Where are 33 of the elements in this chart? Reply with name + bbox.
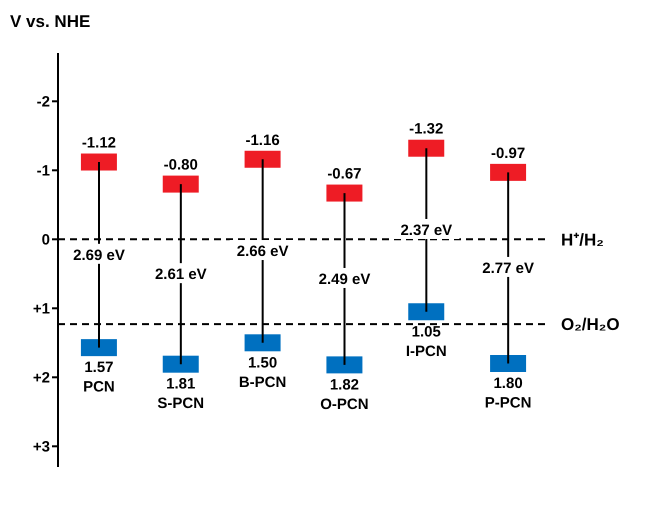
y-tick-label: +1 <box>32 300 50 318</box>
data-label: 1.05 <box>412 323 441 340</box>
y-tick-label: -2 <box>36 94 50 111</box>
ref-line-label: H⁺/H₂ <box>561 230 604 250</box>
x-tick-label: I-PCN <box>406 342 447 360</box>
data-label: -1.12 <box>82 134 116 152</box>
ref-line-label: O₂/H₂O <box>561 315 620 334</box>
data-label: 1.81 <box>166 376 196 393</box>
data-label: -1.32 <box>409 120 444 138</box>
data-label: 2.69 eV <box>73 246 125 264</box>
x-tick-label: P-PCN <box>484 394 532 412</box>
data-label: 1.57 <box>84 359 114 376</box>
data-label: 1.50 <box>248 354 278 372</box>
data-label: -0.80 <box>164 156 198 174</box>
x-tick-label: PCN <box>83 378 115 396</box>
data-label: 2.37 eV <box>400 222 452 239</box>
x-tick-label: O-PCN <box>320 396 369 413</box>
data-label: 2.66 eV <box>236 243 289 260</box>
y-tick-label: 0 <box>42 232 50 249</box>
data-label: 2.61 eV <box>154 266 207 284</box>
x-tick-label: B-PCN <box>238 374 286 391</box>
y-tick-label: -1 <box>36 162 50 180</box>
y-tick-label: +2 <box>32 370 50 387</box>
x-tick-label: S-PCN <box>157 395 204 412</box>
y-tick-label: +3 <box>32 438 50 456</box>
data-label: -0.97 <box>490 144 526 162</box>
y-axis-title: V vs. NHE <box>10 12 90 32</box>
data-label: 2.77 eV <box>482 260 534 277</box>
data-label: -0.67 <box>327 166 362 183</box>
data-label: -1.16 <box>245 132 280 149</box>
data-label: 1.82 <box>330 376 360 394</box>
data-label: 1.80 <box>493 375 523 392</box>
data-label: 2.49 eV <box>318 270 370 288</box>
